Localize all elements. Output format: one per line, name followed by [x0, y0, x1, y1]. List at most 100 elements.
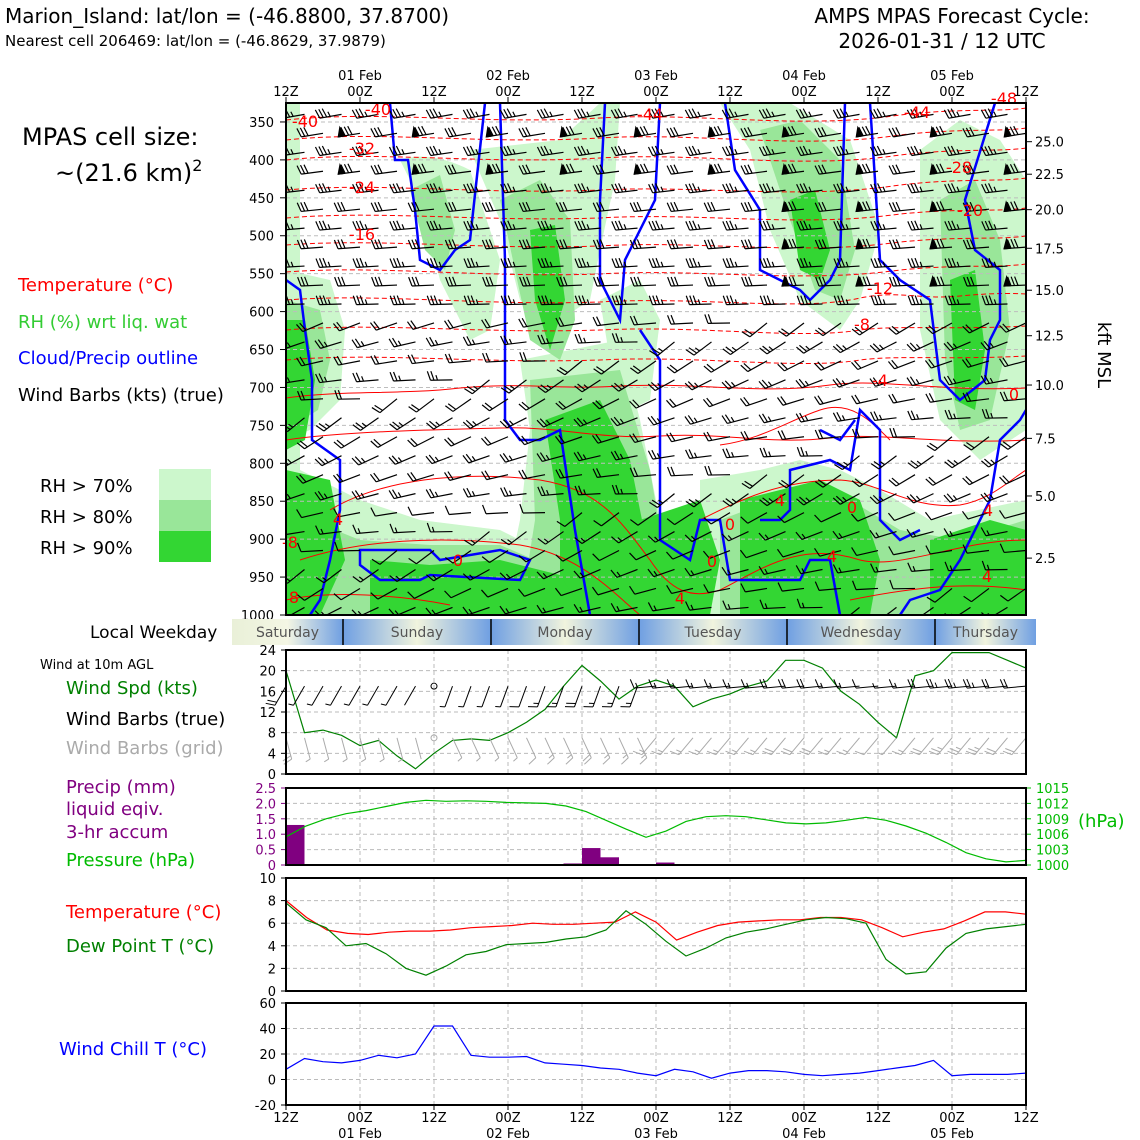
wind-barb	[555, 468, 583, 479]
wind-barb	[444, 239, 472, 250]
wind-barb	[583, 685, 601, 708]
wind-barb	[629, 467, 657, 478]
windchill-line	[285, 1025, 1027, 1079]
wind-barb	[981, 560, 1008, 571]
wind-barb	[500, 335, 527, 346]
wind-barb	[814, 547, 842, 557]
wind-barb	[722, 448, 749, 459]
wind-barb	[759, 220, 786, 231]
wind-panel-title: Wind at 10m AGL	[40, 658, 154, 673]
wind-barb	[537, 531, 564, 545]
temp-label: -24	[349, 178, 375, 197]
wind-barb	[555, 317, 583, 328]
wind-barb	[519, 276, 546, 287]
bottom-tick-label: 12Z	[1013, 1111, 1039, 1126]
wind-barb	[667, 466, 694, 477]
legend-temperature: Temperature (°C)	[17, 275, 173, 296]
wind-barb	[1003, 162, 1026, 175]
wind-barb	[855, 200, 879, 213]
wind-barb	[758, 531, 786, 541]
wind-barb	[407, 436, 435, 448]
wind-barb	[851, 474, 879, 488]
panel-ytick-label: 0	[268, 1074, 276, 1089]
wind-barb	[832, 564, 860, 574]
wind-barb	[444, 353, 472, 364]
wind-barb	[666, 584, 694, 594]
wind-barb	[887, 359, 916, 370]
wind-barb	[666, 512, 694, 526]
wind-barb	[962, 544, 990, 554]
wind-barb	[943, 341, 971, 352]
wind-barb	[352, 417, 379, 431]
wind-barb	[509, 685, 527, 708]
top-tick-label: 00Z	[939, 85, 965, 100]
wind-barb	[685, 601, 712, 611]
wind-barb	[388, 145, 416, 157]
panel-ytick-label: 24	[259, 644, 276, 659]
wind-barb	[980, 340, 1008, 351]
wind-barb	[758, 413, 786, 424]
wind-barb	[778, 322, 805, 337]
wind-barb	[704, 276, 731, 287]
precip-label-3: 3-hr accum	[66, 822, 168, 843]
temp-label: 4	[775, 491, 785, 510]
wind-barb	[518, 164, 546, 175]
wind-barb	[537, 379, 564, 393]
wind-barb	[333, 201, 361, 213]
wind-barb	[869, 529, 897, 539]
temp-label: -44	[904, 103, 930, 122]
wind-barb	[315, 220, 342, 231]
wind-barb	[685, 449, 712, 459]
wind-barb	[925, 545, 953, 555]
temp-label: 0	[707, 552, 717, 571]
wind-barb	[610, 108, 638, 119]
forecast-cycle-title: AMPS MPAS Forecast Cycle:	[814, 4, 1089, 28]
wind-barb	[629, 239, 657, 250]
wind-barb	[796, 493, 823, 506]
panel-ytick-label: 8	[268, 727, 276, 742]
wind-barb	[592, 127, 620, 138]
dewpoint-line	[285, 902, 1027, 976]
panel-ytick-label: 1.5	[255, 813, 276, 828]
wind-barb	[666, 164, 694, 175]
precip-bar	[286, 824, 305, 865]
wind-barb	[343, 685, 361, 706]
wind-barb	[815, 322, 842, 337]
wind-barb	[925, 393, 953, 403]
wind-barb	[411, 162, 435, 175]
wind-barb	[961, 358, 990, 368]
wind-barb	[980, 527, 1008, 537]
wind-barb	[962, 201, 990, 213]
wind-barb	[685, 220, 712, 231]
wind-barb	[458, 685, 472, 708]
bottom-tick-label: 00Z	[643, 1111, 669, 1126]
wind-barb	[306, 685, 324, 706]
wind-barb	[688, 737, 712, 756]
top-date-label: 03 Feb	[634, 69, 678, 84]
wind-barb	[648, 183, 675, 194]
pressure-tick-label: 550	[249, 268, 274, 283]
wind-barb	[741, 474, 768, 490]
wind-barb	[537, 220, 564, 231]
wind-barb	[500, 257, 527, 268]
wind-barb	[685, 493, 712, 508]
wind-barb	[707, 125, 731, 138]
wind-barb	[296, 127, 324, 138]
wind-barb	[702, 549, 731, 559]
weekday-cell	[232, 619, 343, 645]
wind-barb	[851, 322, 879, 336]
wind-barb	[795, 565, 823, 575]
wind-barb	[666, 127, 694, 138]
wind-barb	[795, 531, 823, 541]
wind-barb	[407, 506, 435, 516]
wind-barb	[554, 587, 583, 597]
wind-barb	[814, 201, 842, 213]
wind-barb	[721, 531, 749, 542]
wind-barb	[814, 360, 842, 371]
wind-barb	[647, 108, 675, 119]
wind-barb	[888, 127, 916, 138]
weekday-name: Sunday	[391, 625, 443, 641]
wind-barb	[407, 239, 435, 250]
precip-label-2: liquid eqiv.	[66, 799, 163, 820]
top-date-label: 01 Feb	[338, 69, 382, 84]
